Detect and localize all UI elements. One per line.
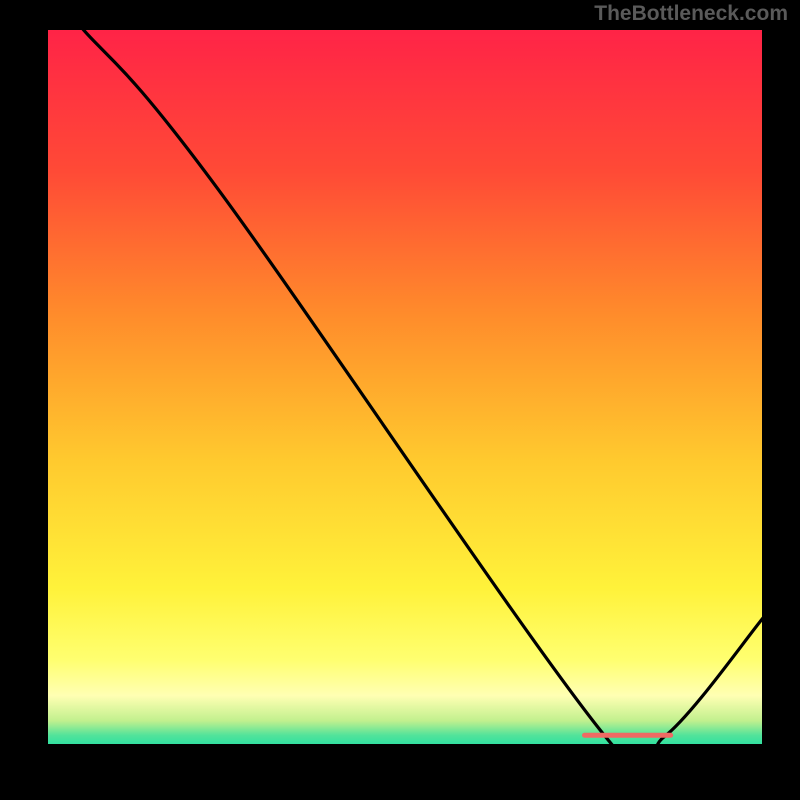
watermark-text: TheBottleneck.com (594, 2, 788, 26)
chart-root: TheBottleneck.com (0, 0, 800, 800)
chart-svg (0, 0, 800, 800)
gradient-background (46, 28, 764, 746)
plot-area (46, 28, 764, 786)
